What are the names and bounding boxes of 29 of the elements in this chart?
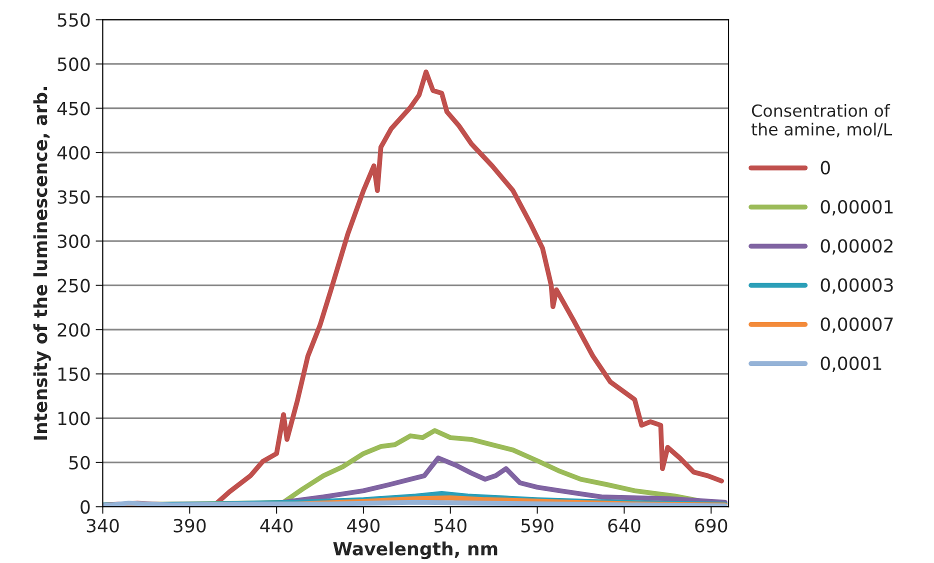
legend-label: 0,00003 <box>820 278 893 294</box>
y-tick-label: 350 <box>58 190 90 204</box>
x-tick-label: 690 <box>695 518 728 532</box>
x-tick-label: 590 <box>521 518 554 532</box>
y-tick-label: 500 <box>58 57 90 72</box>
x-tick-label: 640 <box>608 518 640 532</box>
y-tick-label: 550 <box>58 13 90 27</box>
x-tick-label: 540 <box>434 518 466 532</box>
x-tick-label: 340 <box>86 518 119 532</box>
legend-label: 0,0001 <box>820 356 882 372</box>
x-tick-label: 440 <box>260 518 293 532</box>
y-tick-label: 100 <box>58 412 90 426</box>
x-axis-title: Wavelength, nm <box>333 542 498 560</box>
y-tick-label: 0 <box>80 500 90 514</box>
legend-label: 0,00002 <box>820 239 892 255</box>
legend-label: 0,00007 <box>820 317 893 333</box>
y-tick-label: 200 <box>58 323 90 337</box>
x-tick-label: 490 <box>347 518 380 532</box>
y-tick-label: 450 <box>57 102 90 116</box>
y-axis-title: Intensity of the luminescence, arb. <box>33 86 51 440</box>
y-tick-label: 300 <box>58 234 90 248</box>
x-tick-label: 390 <box>174 518 206 532</box>
legend-label: 0 <box>820 160 830 174</box>
legend-title: Consentration of the amine, mol/L <box>751 104 892 138</box>
y-tick-label: 250 <box>58 278 90 292</box>
y-tick-label: 150 <box>58 367 90 381</box>
y-tick-label: 50 <box>69 456 90 470</box>
legend-label: 0,00001 <box>820 200 893 216</box>
y-tick-label: 400 <box>57 146 90 160</box>
